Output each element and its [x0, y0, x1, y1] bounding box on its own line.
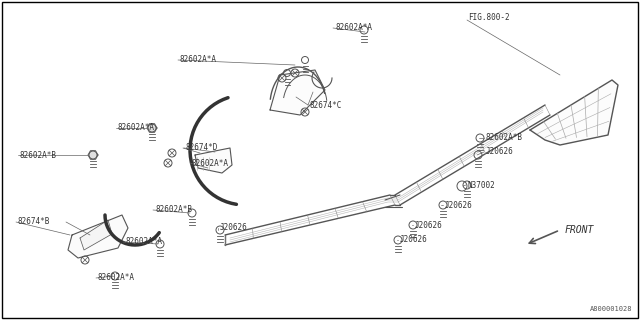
Text: J20626: J20626 [400, 236, 428, 244]
Polygon shape [80, 220, 112, 250]
Text: FIG.800-2: FIG.800-2 [468, 13, 509, 22]
Text: 82674*B: 82674*B [18, 218, 51, 227]
Text: 82602A*B: 82602A*B [155, 205, 192, 214]
Text: 82602A*B: 82602A*B [20, 150, 57, 159]
Polygon shape [270, 70, 325, 115]
Text: J20626: J20626 [415, 220, 443, 229]
Text: 82674*C: 82674*C [310, 100, 342, 109]
Text: J20626: J20626 [486, 148, 514, 156]
Text: FRONT: FRONT [565, 225, 595, 235]
Text: 82602A*A: 82602A*A [192, 158, 229, 167]
Text: A800001028: A800001028 [589, 306, 632, 312]
Text: 82602A*A: 82602A*A [335, 23, 372, 33]
Polygon shape [530, 80, 618, 145]
Text: 82602A*B: 82602A*B [486, 133, 523, 142]
Polygon shape [68, 215, 128, 258]
Text: 82602A*A: 82602A*A [118, 124, 155, 132]
Text: N37002: N37002 [468, 180, 496, 189]
Text: J20626: J20626 [220, 223, 248, 233]
Polygon shape [88, 151, 98, 159]
Polygon shape [195, 148, 232, 173]
Text: 82602A*A: 82602A*A [98, 274, 135, 283]
Text: 82602A*A: 82602A*A [125, 237, 162, 246]
Text: J20626: J20626 [445, 201, 473, 210]
Polygon shape [147, 124, 157, 132]
Text: 82674*D: 82674*D [185, 143, 218, 153]
Text: 82602A*A: 82602A*A [180, 55, 217, 65]
